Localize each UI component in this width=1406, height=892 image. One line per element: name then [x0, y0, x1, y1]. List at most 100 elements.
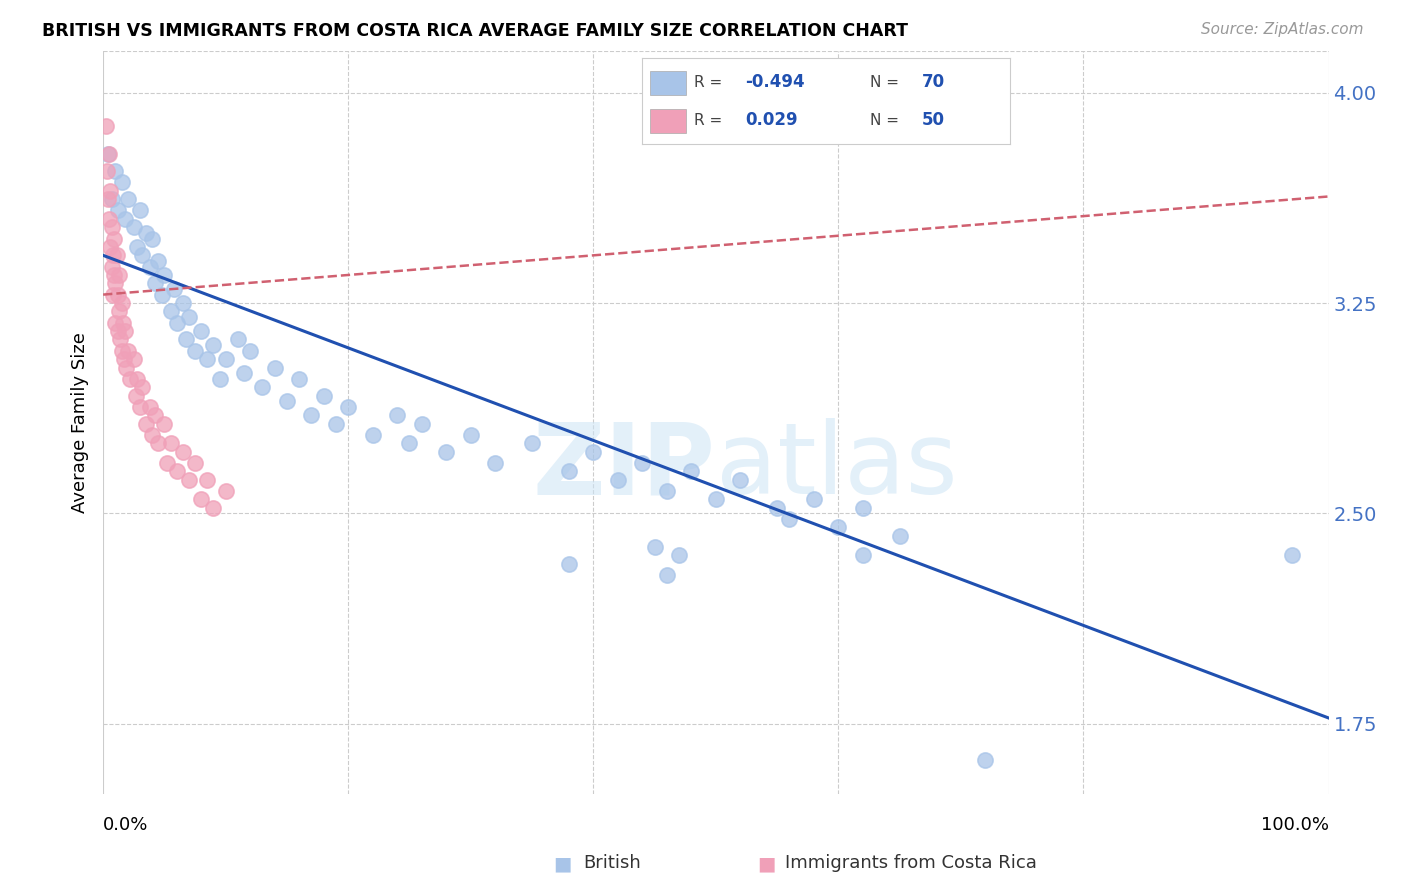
- Point: [105, 248, 128, 262]
- Point: [122, 352, 145, 367]
- Point: [100, 220, 122, 235]
- Point: [110, 176, 132, 190]
- Point: [655, 483, 678, 498]
- Point: [766, 500, 789, 515]
- Point: [103, 268, 125, 282]
- Point: [631, 456, 654, 470]
- Text: ZIP: ZIP: [533, 418, 716, 516]
- Point: [96, 164, 118, 178]
- Point: [143, 277, 166, 291]
- Text: BRITISH VS IMMIGRANTS FROM COSTA RICA AVERAGE FAMILY SIZE CORRELATION CHART: BRITISH VS IMMIGRANTS FROM COSTA RICA AV…: [42, 22, 908, 40]
- Point: [803, 492, 825, 507]
- Point: [387, 408, 409, 422]
- Point: [177, 310, 200, 324]
- Point: [889, 529, 911, 543]
- Point: [288, 372, 311, 386]
- Point: [94, 120, 117, 134]
- Point: [100, 192, 122, 206]
- Text: atlas: atlas: [716, 418, 957, 516]
- Point: [325, 417, 347, 431]
- Point: [208, 372, 231, 386]
- Point: [131, 380, 153, 394]
- Point: [101, 287, 124, 301]
- Point: [100, 184, 122, 198]
- Point: [148, 436, 170, 450]
- Point: [520, 436, 543, 450]
- Point: [655, 568, 678, 582]
- Point: [103, 231, 125, 245]
- Point: [117, 343, 139, 358]
- Point: [112, 352, 135, 367]
- Point: [141, 231, 163, 245]
- Point: [177, 473, 200, 487]
- Point: [110, 343, 132, 358]
- Point: [128, 203, 150, 218]
- Point: [184, 343, 207, 358]
- Point: [606, 473, 628, 487]
- Point: [239, 343, 262, 358]
- Point: [215, 352, 238, 367]
- Point: [668, 549, 690, 563]
- Point: [148, 254, 170, 268]
- Point: [143, 408, 166, 422]
- Point: [107, 287, 129, 301]
- Point: [150, 287, 173, 301]
- Point: [104, 316, 127, 330]
- Point: [301, 408, 323, 422]
- Point: [138, 400, 160, 414]
- Point: [115, 360, 138, 375]
- Point: [159, 304, 181, 318]
- Point: [704, 492, 727, 507]
- Point: [827, 520, 849, 534]
- Point: [411, 417, 433, 431]
- Point: [778, 512, 800, 526]
- Point: [195, 473, 218, 487]
- Point: [233, 366, 256, 380]
- Point: [104, 164, 127, 178]
- Point: [128, 400, 150, 414]
- Point: [110, 333, 132, 347]
- Point: [153, 417, 176, 431]
- Point: [127, 372, 149, 386]
- Point: [114, 211, 136, 226]
- Point: [582, 444, 605, 458]
- Point: [312, 388, 335, 402]
- Point: [120, 372, 142, 386]
- Point: [163, 282, 186, 296]
- Point: [156, 456, 179, 470]
- Point: [108, 304, 131, 318]
- Point: [195, 352, 218, 367]
- Text: ■: ■: [756, 854, 776, 873]
- Point: [681, 464, 703, 478]
- Text: Immigrants from Costa Rica: Immigrants from Costa Rica: [785, 855, 1036, 872]
- Point: [852, 500, 875, 515]
- Point: [141, 427, 163, 442]
- Point: [730, 473, 752, 487]
- Point: [215, 483, 238, 498]
- Point: [110, 296, 132, 310]
- Text: British: British: [583, 855, 641, 872]
- Point: [252, 380, 274, 394]
- Point: [176, 333, 198, 347]
- Point: [852, 549, 875, 563]
- Point: [484, 456, 506, 470]
- Point: [107, 203, 129, 218]
- Point: [166, 464, 188, 478]
- Point: [127, 240, 149, 254]
- Point: [104, 277, 127, 291]
- Point: [190, 492, 212, 507]
- Point: [97, 147, 120, 161]
- Point: [117, 192, 139, 206]
- Point: [135, 417, 157, 431]
- Text: 100.0%: 100.0%: [1261, 816, 1329, 834]
- Point: [131, 248, 153, 262]
- Point: [107, 324, 129, 338]
- Point: [202, 338, 225, 352]
- Point: [202, 500, 225, 515]
- Point: [125, 388, 148, 402]
- Text: 0.0%: 0.0%: [103, 816, 149, 834]
- Point: [153, 268, 176, 282]
- Point: [172, 444, 194, 458]
- Point: [184, 456, 207, 470]
- Point: [101, 248, 124, 262]
